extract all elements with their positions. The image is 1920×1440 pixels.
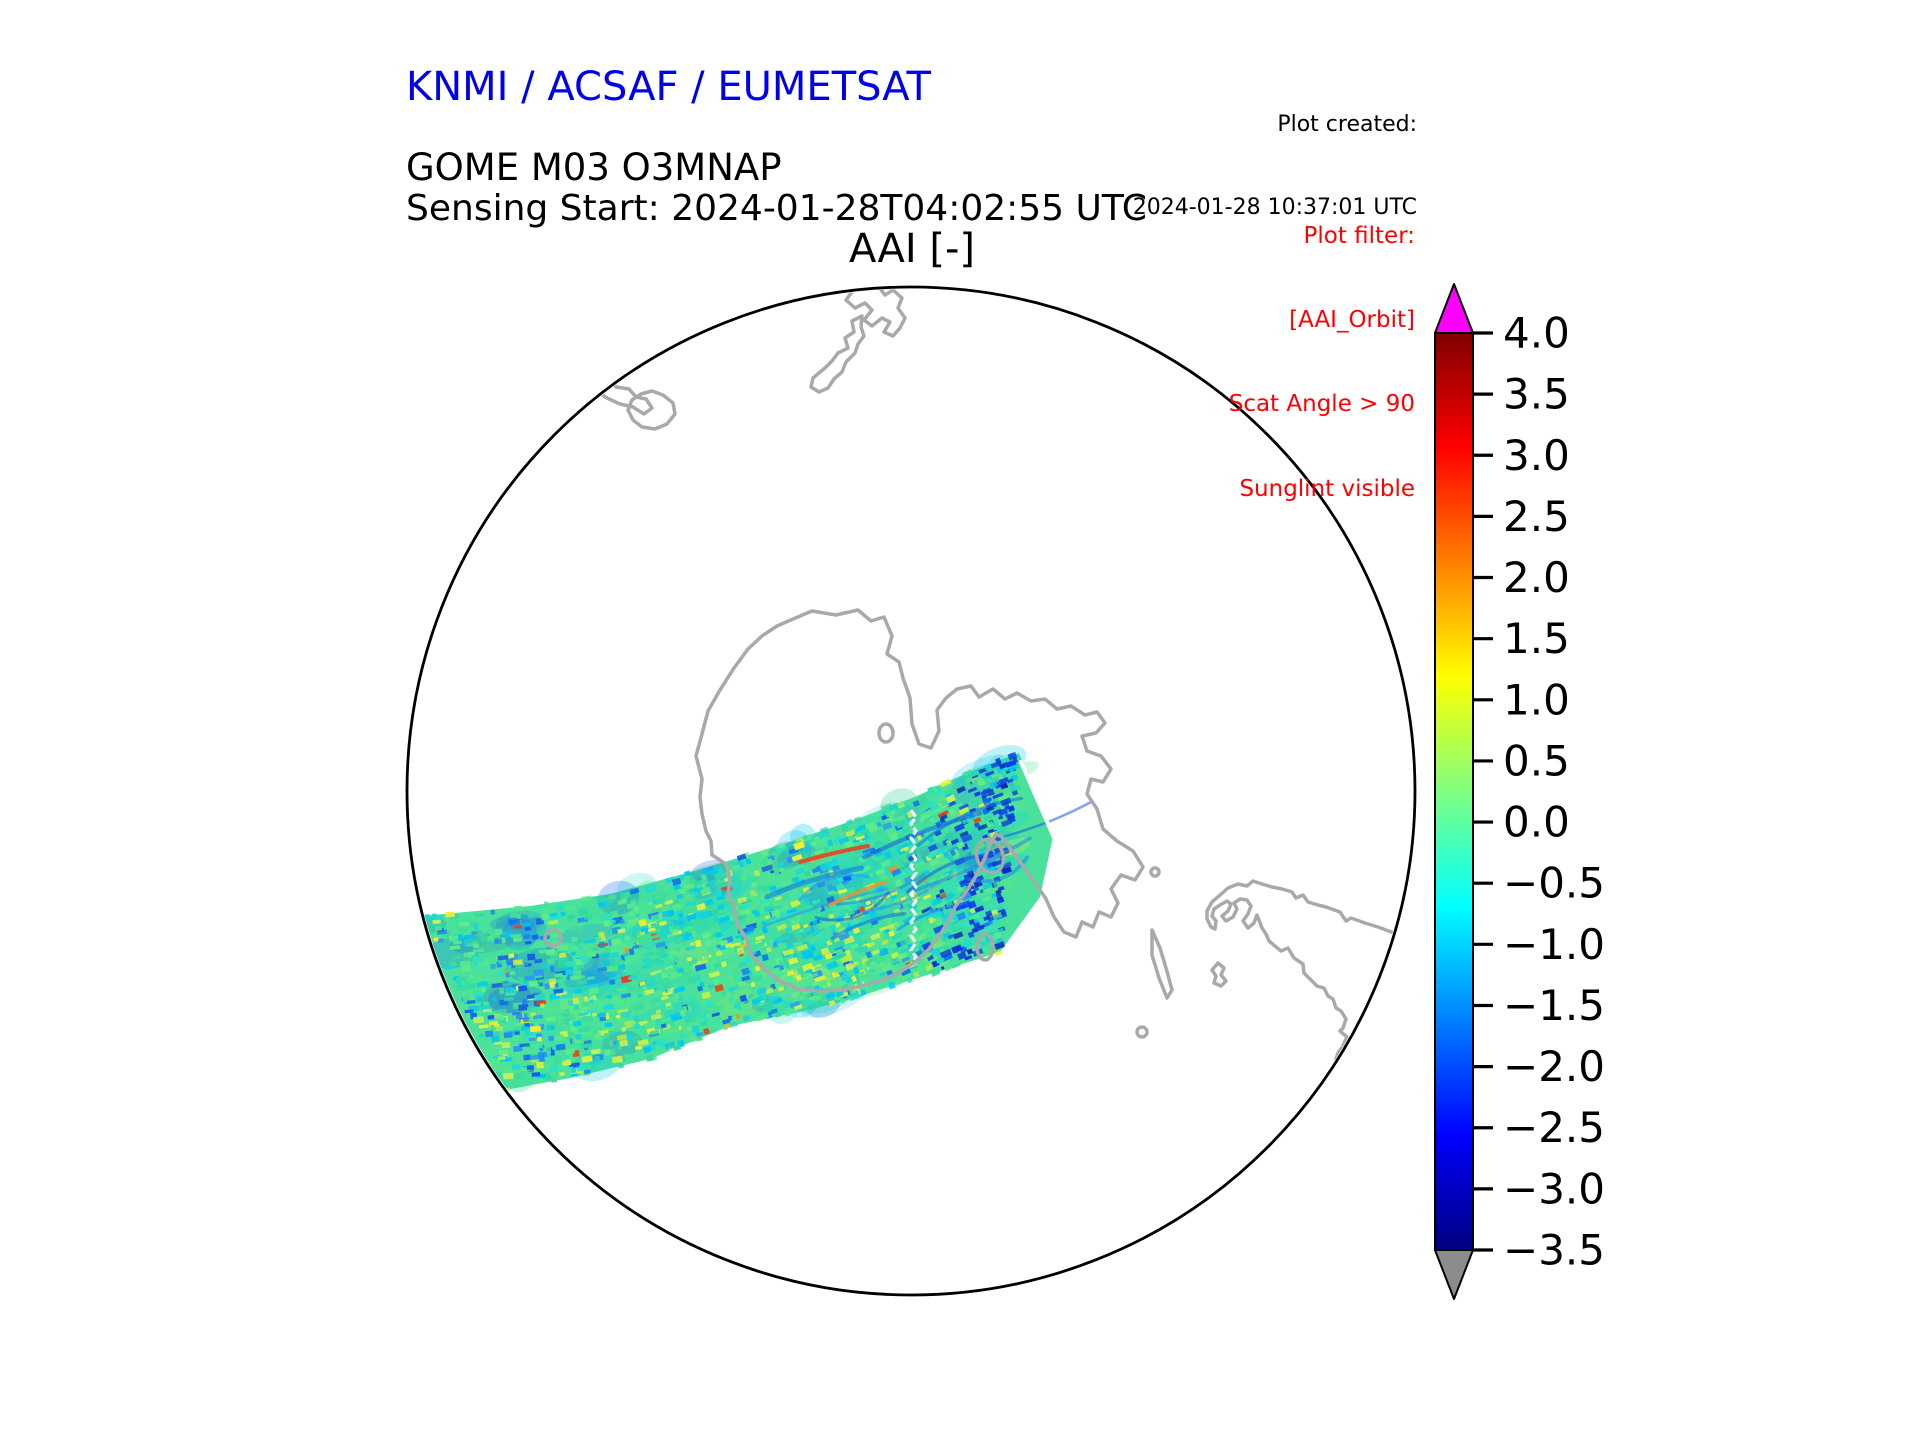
colorbar-tick-label: 0.0 (1503, 798, 1570, 847)
island-outline (1150, 928, 1174, 1000)
new-zealand-coastline (843, 289, 907, 338)
island-outline (1135, 1025, 1149, 1039)
new-zealand-coastline (809, 314, 866, 394)
product-title: GOME M03 O3MNAP (406, 146, 782, 189)
satellite-swath (409, 745, 1094, 1093)
swath-blue-filaments (762, 796, 1094, 941)
swath-white-gap-line (909, 809, 918, 965)
colorbar-under-arrow (1434, 1249, 1474, 1300)
colorbar-tick-label: 3.5 (1503, 370, 1570, 419)
tasmania-coastline (626, 389, 677, 431)
map-title: AAI [-] (849, 226, 975, 272)
island-outline (975, 932, 995, 962)
colorbar-tick-label: 2.0 (1503, 553, 1570, 602)
plot-created-timestamp: 2024-01-28 10:37:01 UTC (1132, 194, 1417, 220)
swath-white-gap-line (1019, 760, 1064, 858)
plot-filter-block: Plot filter: [AAI_Orbit] Scat Angle > 90… (1229, 166, 1415, 559)
colorbar-tick-label: 0.5 (1503, 736, 1570, 785)
plot-created-label: Plot created: (1277, 112, 1417, 137)
island-outline (974, 837, 1006, 875)
island-outline (1149, 866, 1161, 878)
colorbar-tick-label: −1.0 (1503, 920, 1605, 969)
island-outline (877, 722, 895, 744)
colorbar-gradient-bar (1434, 332, 1474, 1251)
colorbar-tick-label: −2.5 (1503, 1103, 1605, 1152)
plot-filter-line: Sunglint visible (1239, 475, 1415, 502)
globe-outline (405, 285, 1417, 1297)
colorbar-over-arrow (1434, 283, 1474, 334)
plot-filter-line: [AAI_Orbit] (1289, 307, 1415, 334)
colorbar-tick-label: 3.0 (1503, 431, 1570, 480)
swath-red-streak (828, 880, 887, 907)
swath-red-streak (798, 844, 870, 864)
colorbar-tick-label: −1.5 (1503, 981, 1605, 1030)
colorbar-tick-label: −3.0 (1503, 1164, 1605, 1213)
south-america-coastline (1205, 879, 1396, 1061)
colorbar-tick-label: 1.5 (1503, 614, 1570, 663)
colorbar-ticks: 4.0 3.5 3.0 2.5 2.0 1.5 1.0 0.5 0.0 −0.5 −1.0 −1.5 −… (1473, 309, 1605, 1275)
island-outline (543, 928, 563, 948)
colorbar-tick-label: 4.0 (1503, 309, 1570, 358)
island-outline (1210, 961, 1228, 988)
plot-created-block: Plot created: 2024-01-28 10:37:01 UTC (1133, 56, 1417, 276)
colorbar-tick-label: −3.5 (1503, 1226, 1605, 1275)
plot-filter-line: Scat Angle > 90 (1228, 391, 1415, 418)
plot-filter-line: Plot filter: (1303, 223, 1415, 250)
brand-title: KNMI / ACSAF / EUMETSAT (406, 64, 931, 110)
colorbar-tick-label: 1.0 (1503, 675, 1570, 724)
antarctica-coastline (694, 608, 1145, 993)
colorbar-tick-label: −0.5 (1503, 859, 1605, 908)
colorbar: 4.0 3.5 3.0 2.5 2.0 1.5 1.0 0.5 0.0 −0.5 −1.0 −1.5 −… (1434, 283, 1605, 1300)
colorbar-tick-label: −2.0 (1503, 1042, 1605, 1091)
colorbar-tick-label: 2.5 (1503, 492, 1570, 541)
sensing-start: Sensing Start: 2024-01-28T04:02:55 UTC (406, 188, 1147, 229)
